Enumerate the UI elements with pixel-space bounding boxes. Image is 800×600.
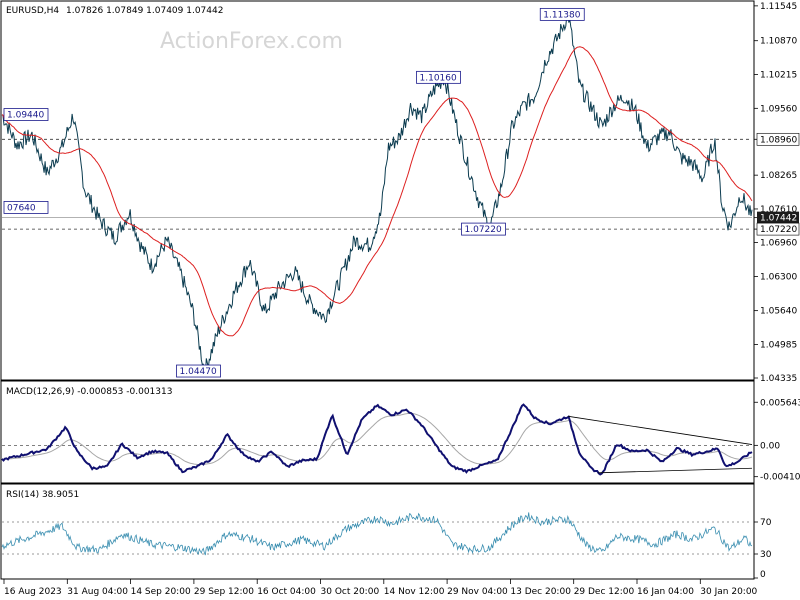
x-tick-label-1: 31 Aug 04:00 xyxy=(67,587,128,597)
rsi-panel-frame xyxy=(0,483,755,580)
price-label-box-3 xyxy=(416,70,461,84)
price-label-4: 1.07220 xyxy=(465,225,502,235)
price-tick-label-1: 1.10870 xyxy=(760,37,797,47)
price-panel-frame xyxy=(0,0,755,381)
price-label-5: 1.11380 xyxy=(543,10,580,20)
symbol-label: EURUSD,H4 xyxy=(6,6,59,16)
price-plot: 1.09440 07640 1.04470 1.10160 1.07220 1.11380 xyxy=(1,7,753,378)
rsi-tick-label-2: 0 xyxy=(760,570,766,580)
watermark: ActionForex.com xyxy=(160,29,343,54)
x-tick-label-8: 13 Dec 20:00 xyxy=(510,587,571,597)
macd-tick-label-1: 0.00 xyxy=(760,441,780,451)
price-series-line xyxy=(1,12,753,377)
macd-signal-line xyxy=(1,412,753,465)
price-tick-label-13: 1.04335 xyxy=(760,374,797,384)
x-tick-label-5: 30 Oct 20:00 xyxy=(321,587,380,597)
price-label-box-5 xyxy=(539,7,585,21)
macd-panel-frame xyxy=(0,380,755,484)
price-label-box-0 xyxy=(3,108,49,121)
price-tick-label-7: 1.07442 xyxy=(760,214,797,224)
x-tick-label-3: 29 Sep 12:00 xyxy=(194,587,254,597)
x-tick-label-7: 29 Nov 04:00 xyxy=(447,587,508,597)
price-tick-label-8: 1.07220 xyxy=(760,225,797,235)
x-tick-label-0: 16 Aug 2023 xyxy=(4,587,62,597)
price-label-1: 07640 xyxy=(7,203,36,213)
macd-tick-label-2: -0.004104 xyxy=(760,473,800,483)
price-tick-label-6: 1.07610 xyxy=(760,205,797,215)
ohlc-values: 1.07826 1.07849 1.07409 1.07442 xyxy=(66,6,223,16)
rsi-plot xyxy=(1,512,753,556)
price-label-2: 1.04470 xyxy=(180,367,217,377)
price-tick-label-9: 1.06960 xyxy=(760,239,797,249)
macd-plot xyxy=(1,403,753,476)
macd-tick-label-0: 0.005643 xyxy=(760,398,800,408)
price-tick-label-4: 1.08960 xyxy=(760,135,797,145)
x-tick-label-11: 30 Jan 20:00 xyxy=(700,587,757,597)
macd-trendline-0 xyxy=(568,415,753,445)
axes: 1.11545 1.10870 1.10215 1.09560 1.08960 1.082… xyxy=(3,2,800,597)
price-tick-label-10: 1.06300 xyxy=(760,273,797,283)
macd-title: MACD(12,26,9) -0.000853 -0.001313 xyxy=(6,387,172,397)
x-tick-label-9: 29 Dec 12:00 xyxy=(574,587,635,597)
price-tick-box-7 xyxy=(757,211,799,224)
price-tick-label-3: 1.09560 xyxy=(760,104,797,114)
price-tick-label-2: 1.10215 xyxy=(760,71,797,81)
moving-average-line xyxy=(1,46,753,337)
price-label-box-4 xyxy=(461,222,506,236)
price-label-3: 1.10160 xyxy=(420,73,457,83)
x-tick-label-4: 16 Oct 04:00 xyxy=(257,587,316,597)
x-tick-label-6: 14 Nov 12:00 xyxy=(384,587,445,597)
rsi-title: RSI(14) 38.9051 xyxy=(6,490,79,500)
price-label-0: 1.09440 xyxy=(7,111,44,121)
x-tick-label-2: 14 Sep 20:00 xyxy=(131,587,191,597)
price-tick-label-5: 1.08265 xyxy=(760,171,797,181)
rsi-tick-label-1: 30 xyxy=(760,550,772,560)
rsi-line xyxy=(1,512,753,556)
x-tick-label-10: 16 Jan 04:00 xyxy=(637,587,694,597)
price-tick-label-0: 1.11545 xyxy=(760,2,797,12)
price-label-box-2 xyxy=(176,364,221,378)
rsi-tick-label-0: 70 xyxy=(760,518,772,528)
price-tick-label-12: 1.04985 xyxy=(760,340,797,350)
price-tick-label-11: 1.05640 xyxy=(760,307,797,317)
macd-line xyxy=(1,403,753,476)
price-label-box-1 xyxy=(3,201,49,214)
price-tick-box-4 xyxy=(756,132,800,146)
price-tick-box-8 xyxy=(756,222,800,236)
macd-trendline-1 xyxy=(598,467,753,474)
